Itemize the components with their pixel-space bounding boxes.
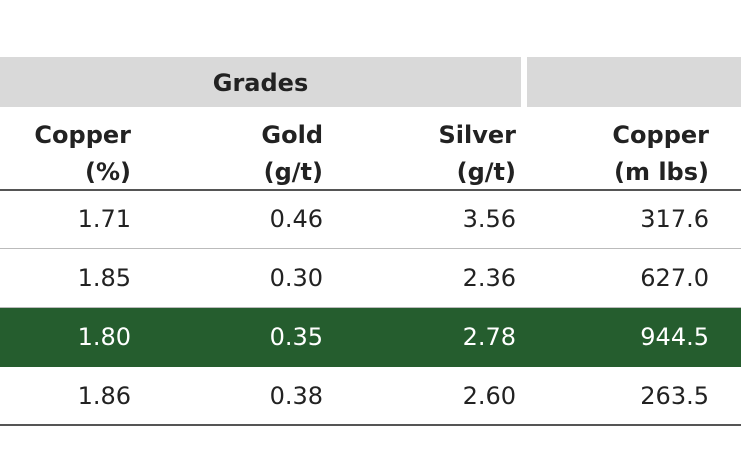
table-cell: 3.56 (462, 205, 516, 233)
header-line: Gold (261, 121, 323, 149)
column-header: Copper (m lbs) (509, 117, 709, 191)
table-cell: 2.60 (462, 382, 516, 410)
group-header: Grades (212, 69, 309, 97)
column-header: Gold (g/t) (123, 117, 323, 191)
header-line: (g/t) (456, 158, 516, 186)
group-band (527, 57, 741, 107)
table-row: 1.86 0.38 2.60 263.5 (0, 367, 741, 426)
table-row: 1.80 0.35 2.78 944.5 (0, 308, 741, 367)
table-cell: 0.30 (269, 264, 323, 292)
table-row: 1.85 0.30 2.36 627.0 (0, 249, 741, 308)
table-cell: 627.0 (640, 264, 709, 292)
column-header: Copper (%) (0, 117, 131, 191)
table-cell: 263.5 (640, 382, 709, 410)
table-cell: 1.71 (77, 205, 131, 233)
table-cell: 944.5 (640, 323, 709, 351)
group-band (0, 57, 521, 107)
table-cell: 2.78 (462, 323, 516, 351)
table-row: 1.71 0.46 3.56 317.6 (0, 190, 741, 249)
table-cell: 317.6 (640, 205, 709, 233)
table-cell: 2.36 (462, 264, 516, 292)
table-cell: 1.86 (77, 382, 131, 410)
header-rule (0, 189, 741, 191)
header-line: Silver (438, 121, 517, 149)
table-cell: 1.85 (77, 264, 131, 292)
table-cell: 0.38 (269, 382, 323, 410)
table-cell: 0.46 (269, 205, 323, 233)
header-line: Copper (612, 121, 709, 149)
column-header: Silver (g/t) (316, 117, 517, 191)
header-line: Copper (34, 121, 131, 149)
header-line: (%) (85, 158, 131, 186)
header-line: (m lbs) (614, 158, 709, 186)
header-line: (g/t) (263, 158, 323, 186)
table-cell: 1.80 (77, 323, 131, 351)
table-cell: 0.35 (269, 323, 323, 351)
